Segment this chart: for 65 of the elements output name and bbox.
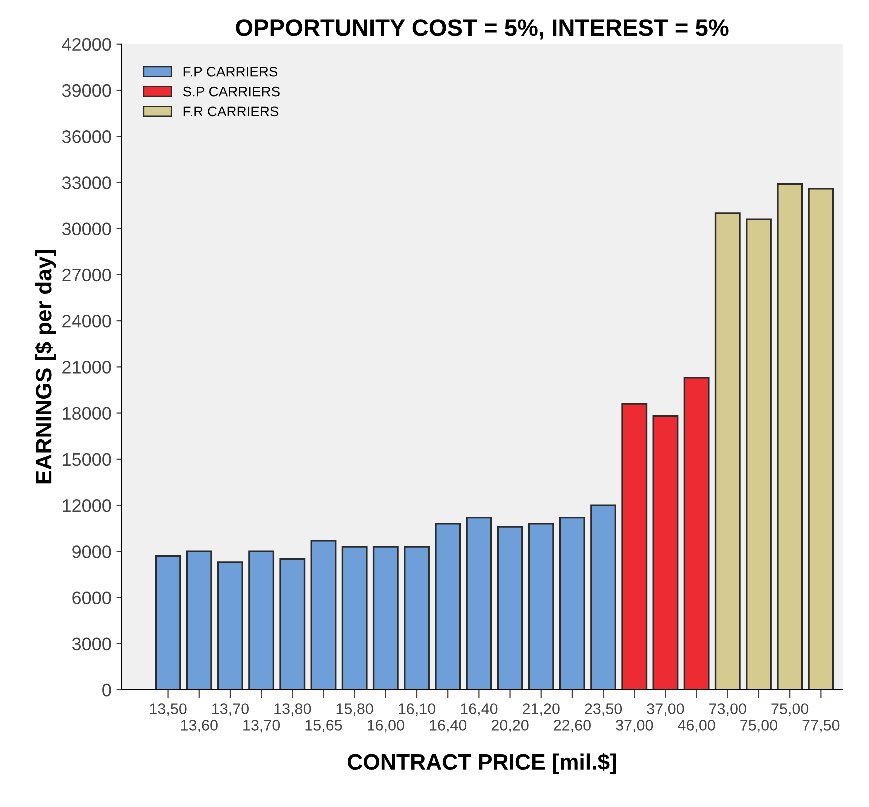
- x-tick-label: 13,60: [181, 720, 218, 733]
- x-tick-label: 15,65: [306, 720, 342, 733]
- bar: [559, 516, 586, 690]
- y-tick-label: 12000: [63, 499, 112, 512]
- x-tick-label: 16,10: [399, 704, 436, 716]
- x-tick-label: 15,80: [336, 704, 374, 716]
- bar: [714, 212, 741, 690]
- x-tick-label: 13,80: [274, 704, 312, 716]
- bar: [404, 546, 430, 690]
- bar: [684, 377, 710, 690]
- y-tick-label: 21000: [62, 361, 112, 374]
- bar: [466, 516, 492, 690]
- x-tick-label: 13,70: [244, 720, 280, 733]
- bar: [808, 188, 834, 690]
- x-tick-label: 22,60: [554, 720, 591, 733]
- x-tick-label: 37,00: [616, 720, 654, 733]
- legend-label: S.P CARRIERS: [183, 86, 280, 97]
- bar: [777, 183, 804, 690]
- x-tick-label: 46,00: [678, 720, 716, 733]
- x-tick-label: 16,40: [461, 704, 498, 716]
- x-tick-label: 77,50: [802, 720, 840, 733]
- bar: [435, 523, 462, 690]
- bar: [652, 416, 679, 690]
- y-tick-label: 33000: [62, 176, 112, 190]
- x-tick-label: 75,00: [772, 704, 809, 716]
- y-tick-label: 3000: [72, 638, 112, 651]
- y-tick-label: 36000: [62, 130, 112, 144]
- x-tick-label: 13,50: [150, 704, 187, 716]
- legend-label: F.R CARRIERS: [184, 106, 279, 117]
- bar: [622, 403, 648, 690]
- bar: [372, 546, 399, 690]
- x-tick-label: 75,00: [740, 720, 778, 733]
- bar: [310, 540, 337, 690]
- x-tick-label: 37,00: [647, 704, 684, 716]
- y-tick-label: 27000: [62, 268, 112, 282]
- x-tick-label: 20,20: [492, 720, 529, 733]
- y-tick-label: 0: [102, 684, 112, 697]
- bar: [155, 555, 182, 690]
- legend-label: F.P CARRIERS: [184, 66, 278, 77]
- y-tick-label: 15000: [63, 453, 112, 466]
- y-tick-label: 39000: [62, 84, 112, 98]
- bar: [497, 526, 524, 690]
- x-axis-title: CONTRACT PRICE [mil.$]: [348, 753, 616, 774]
- x-tick-label: 16,40: [430, 720, 467, 733]
- bar: [218, 562, 244, 690]
- y-tick-label: 9000: [72, 546, 112, 558]
- x-tick-label: 13,70: [212, 704, 249, 716]
- bar: [248, 550, 275, 690]
- x-tick-label: 23,50: [585, 704, 622, 716]
- bar: [280, 558, 306, 690]
- bar: [590, 504, 617, 690]
- x-tick-label: 73,00: [710, 704, 746, 716]
- y-axis-title: EARNINGS [$ per day]: [35, 250, 56, 484]
- y-tick-label: 30000: [62, 222, 112, 236]
- x-tick-label: 16,00: [368, 720, 404, 733]
- bar: [342, 546, 368, 690]
- bar: [746, 218, 772, 690]
- y-tick-label: 18000: [63, 407, 112, 420]
- bar: [528, 523, 554, 690]
- y-tick-label: 6000: [72, 592, 112, 604]
- y-tick-label: 24000: [62, 315, 112, 328]
- bar: [186, 550, 212, 690]
- chart-title: OPPORTUNITY COST = 5%, INTEREST = 5%: [236, 20, 729, 40]
- y-tick-label: 42000: [62, 38, 112, 52]
- x-tick-label: 21,20: [523, 704, 560, 716]
